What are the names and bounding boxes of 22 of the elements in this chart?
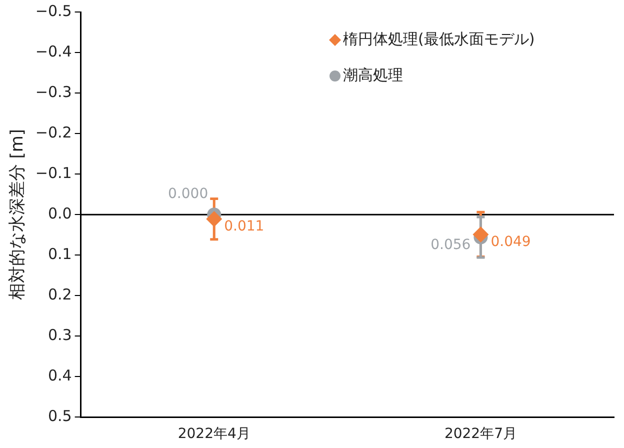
y-tick-label: 0.3 — [48, 326, 72, 344]
data-label: 0.011 — [224, 218, 264, 235]
point — [472, 226, 489, 242]
y-tick-label: −0.1 — [35, 164, 72, 182]
x-tick-label: 2022年7月 — [444, 426, 517, 442]
y-tick-label: 0.4 — [48, 366, 72, 385]
y-axis-title: 相対的な水深差分 [m] — [8, 128, 28, 300]
y-tick-label: −0.4 — [35, 42, 72, 60]
y-tick-label: 0.5 — [48, 407, 72, 426]
legend-label: 楕円体処理(最低水面モデル) — [343, 30, 535, 48]
y-tick-label: −0.3 — [35, 82, 72, 101]
data-label: 0.056 — [430, 236, 471, 253]
y-tick-label: −0.5 — [35, 2, 72, 20]
y-tick-label: 0.2 — [48, 286, 72, 304]
legend-label: 潮高処理 — [343, 66, 403, 84]
y-tick-label: 0.1 — [48, 245, 72, 264]
point — [206, 211, 222, 228]
y-tick-label: 0.0 — [48, 204, 72, 222]
y-tick-label: −0.2 — [35, 123, 72, 142]
data-label: 0.000 — [168, 186, 208, 202]
data-label: 0.049 — [490, 234, 531, 250]
x-tick-label: 2022年4月 — [178, 426, 250, 442]
